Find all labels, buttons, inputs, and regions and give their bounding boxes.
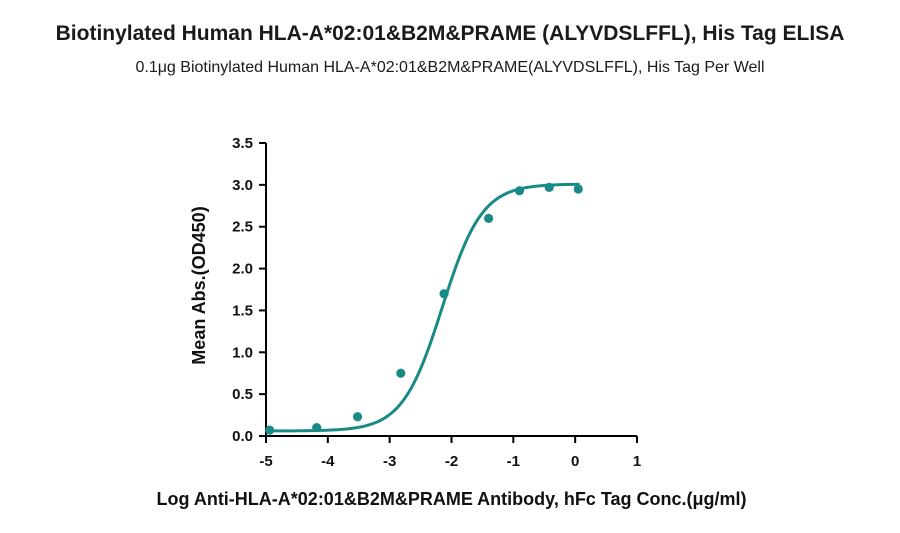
- y-tick-label: 3.5: [232, 135, 253, 152]
- y-tick-label: 0.0: [232, 428, 253, 445]
- data-point: [439, 289, 449, 299]
- x-tick-label: 1: [633, 453, 641, 470]
- data-point: [312, 423, 322, 433]
- data-point: [352, 412, 363, 422]
- x-tick-label: -2: [445, 453, 458, 470]
- fit-curve: [268, 182, 580, 433]
- chart-subtitle: 0.1μg Biotinylated Human HLA-A*02:01&B2M…: [135, 59, 765, 76]
- data-point: [573, 184, 583, 194]
- y-tick-label: 2.5: [232, 219, 253, 236]
- data-point: [484, 213, 494, 223]
- y-tick-label: 1.0: [232, 344, 253, 361]
- y-axis-title: Mean Abs.(OD450): [189, 206, 209, 364]
- y-tick-label: 1.5: [232, 302, 253, 319]
- x-tick-label: -5: [259, 453, 272, 470]
- x-tick-label: 0: [571, 453, 579, 470]
- data-point: [544, 182, 554, 192]
- y-tick-label: 3.0: [232, 177, 253, 194]
- data-point: [396, 368, 406, 378]
- y-tick-label: 2.0: [232, 261, 253, 278]
- x-tick-label: -3: [383, 453, 396, 470]
- x-tick-label: -1: [507, 453, 520, 470]
- plot-area: 0.0 0.5 1.0 1.5 2.0 2.5 3.0 3.5 -5 -4 -3 -2 -1 0 1 Log …: [157, 135, 747, 509]
- chart-title: Biotinylated Human HLA-A*02:01&B2M&PRAME…: [55, 22, 845, 45]
- x-axis-title: Log Anti-HLA-A*02:01&B2M&PRAME Antibody,…: [157, 489, 747, 509]
- data-point: [514, 186, 525, 196]
- data-point: [265, 425, 275, 435]
- y-tick-label: 0.5: [232, 386, 253, 403]
- x-tick-label: -4: [321, 453, 335, 470]
